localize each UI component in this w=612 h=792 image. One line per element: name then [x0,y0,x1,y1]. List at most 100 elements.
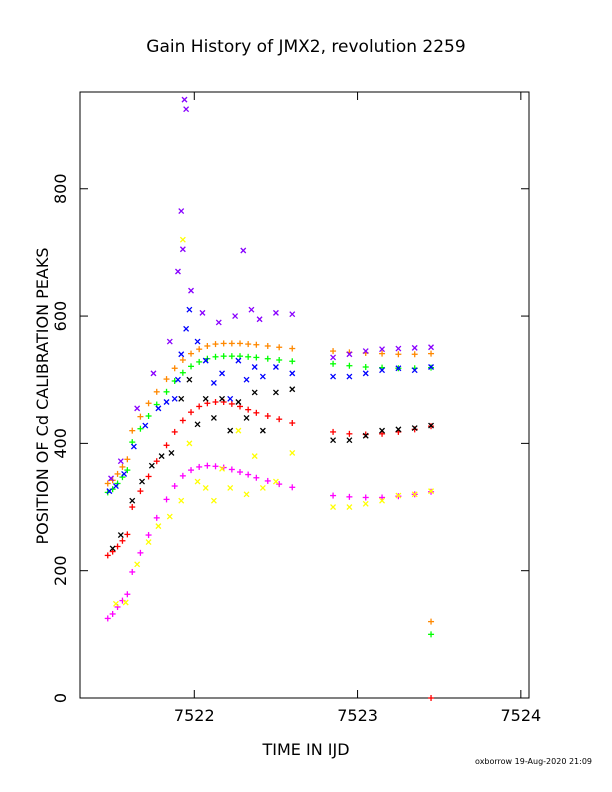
x-tick-label: 7523 [337,706,378,725]
data-point [219,370,226,377]
data-point [330,437,337,444]
data-point [186,376,193,383]
data-point [196,403,203,410]
data-point [155,523,162,530]
data-point [175,268,181,275]
data-point [137,413,144,420]
data-point [178,497,185,504]
data-point [379,350,386,357]
data-point [179,236,186,243]
data-point [188,287,194,294]
data-point [428,344,434,351]
data-point [196,358,203,365]
data-point [145,400,152,407]
y-tick-label: 800 [51,173,70,204]
data-point [259,484,266,491]
data-point [330,504,337,510]
data-point [106,488,113,495]
data-point [183,325,190,332]
data-point [289,345,296,352]
data-point [202,484,209,491]
data-point [346,437,353,444]
data-point [276,344,283,351]
data-point [212,399,219,406]
y-axis-ticks: 0 200 400 600 800 [51,173,529,703]
data-point [289,484,296,491]
data-point [171,365,178,372]
data-point [330,373,337,380]
data-point [119,463,126,470]
data-point [411,425,418,432]
data-point [181,96,188,103]
data-point [171,483,178,490]
data-point [220,340,227,347]
data-point [289,449,296,456]
data-point [109,610,116,617]
data-point [204,342,211,349]
data-point [137,425,144,432]
data-point [175,376,181,383]
data-point [395,426,402,433]
data-point [171,428,178,435]
data-point [395,351,402,358]
data-point [112,483,119,489]
data-point [395,365,402,372]
data-point [104,552,111,559]
data-point [145,413,152,420]
data-point [289,420,296,427]
data-point [276,416,283,423]
data-point [428,488,434,495]
data-point [243,491,250,498]
data-point [245,406,252,413]
data-point [330,354,337,361]
data-point [150,370,157,377]
data-point [178,351,185,358]
data-point [220,353,227,360]
x-axis-ticks: 7522 7523 7524 [174,92,541,725]
y-tick-label: 600 [51,301,70,332]
data-point [256,316,263,323]
data-point [219,395,226,402]
data-point [129,497,136,504]
data-point [153,458,160,465]
data-point [362,363,369,370]
data-point [259,427,266,434]
data-point [124,456,131,463]
data-point [276,481,283,488]
data-point [158,453,165,460]
data-point [145,532,152,539]
data-point [186,306,193,313]
data-points [104,96,435,701]
data-point [248,306,255,313]
data-point [243,376,250,383]
data-point [264,355,271,362]
data-point [276,356,283,363]
data-point [129,568,136,575]
data-point [240,247,247,254]
data-point [183,106,190,113]
data-point [346,362,353,369]
data-point [188,350,195,357]
data-point [272,309,279,316]
data-point [379,427,386,434]
data-point [112,600,119,607]
data-point [330,360,337,367]
data-point [104,480,111,487]
data-point [153,514,160,521]
data-point [163,496,170,503]
data-point [104,615,111,622]
data-point [210,497,217,504]
data-point [129,427,136,434]
data-point [428,364,434,370]
data-point [163,376,170,383]
data-point [212,463,219,470]
data-point [163,388,170,395]
data-point [428,618,435,625]
data-point [117,458,124,465]
data-point [121,470,128,477]
data-point [245,471,252,478]
data-point [163,399,170,405]
data-point [109,548,116,555]
data-point [179,356,186,363]
data-point [227,395,234,402]
